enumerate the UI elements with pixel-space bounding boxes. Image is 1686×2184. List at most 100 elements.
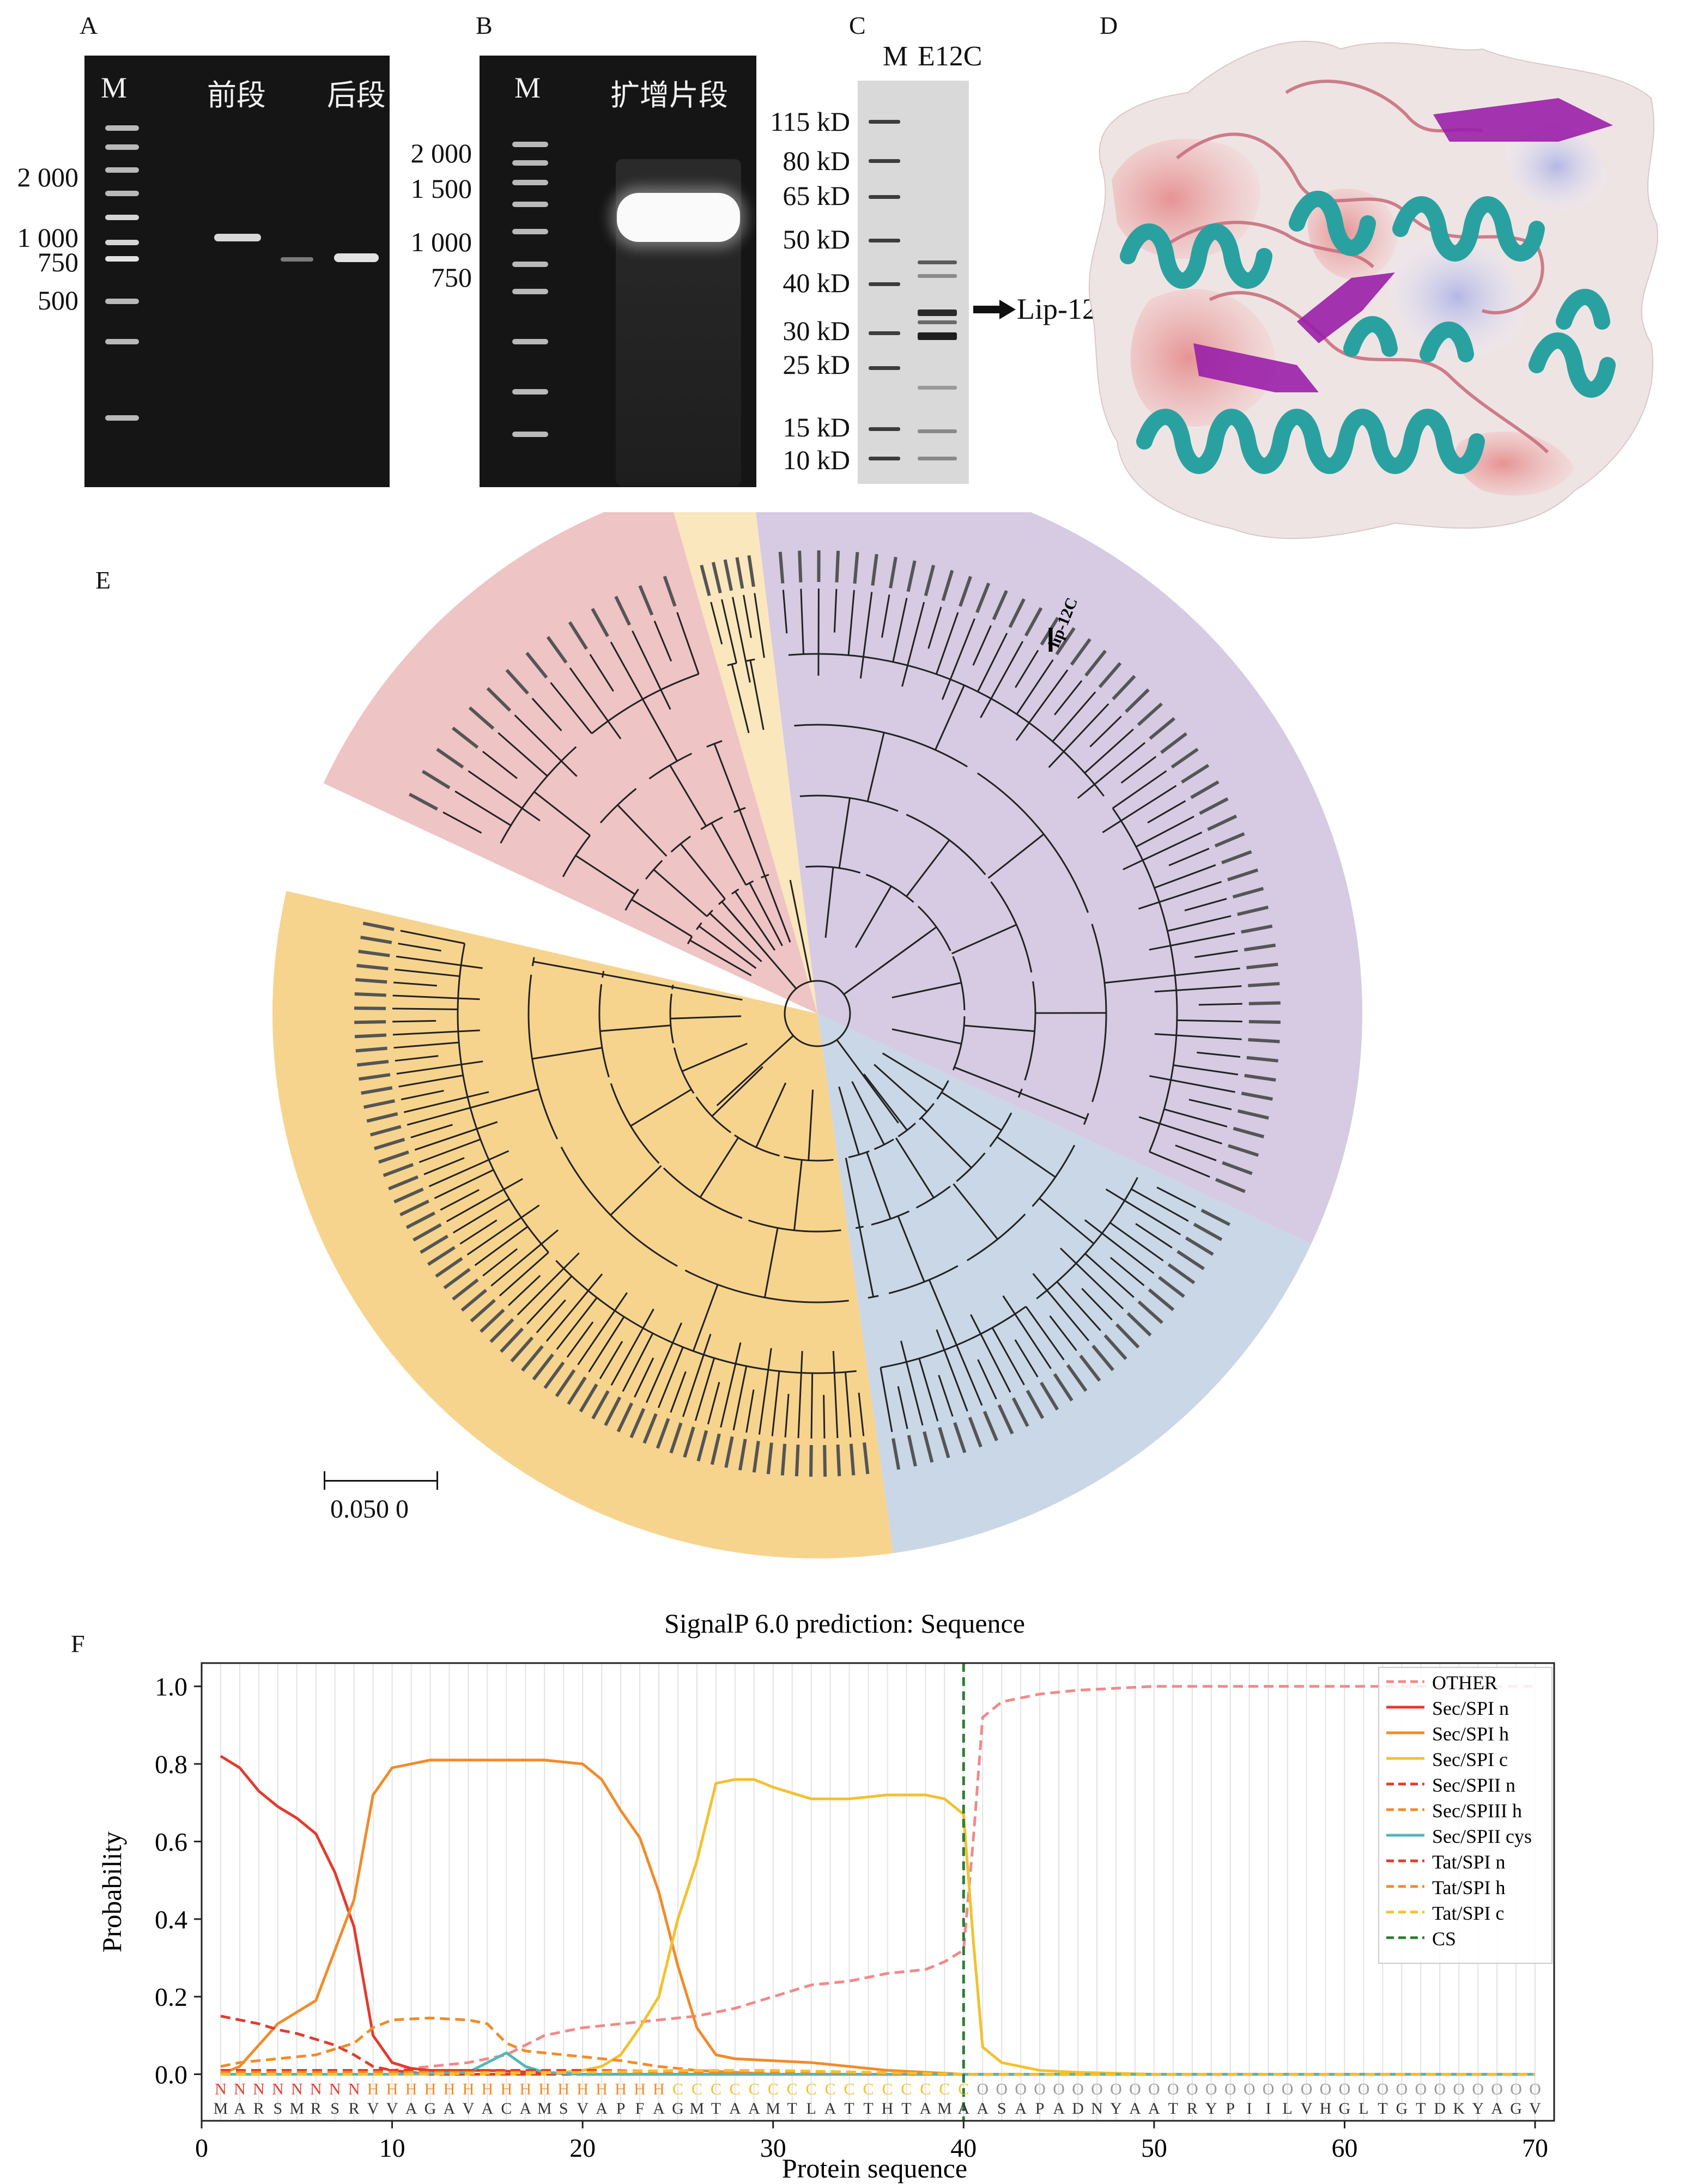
tree-branch — [1016, 659, 1054, 715]
leaf-label-mark — [906, 560, 917, 592]
tree-branch — [1156, 1186, 1196, 1208]
leaf-label-mark — [656, 1418, 670, 1449]
region-letter: O — [1034, 2080, 1046, 2098]
tree-branch — [824, 867, 834, 938]
region-letter: O — [1148, 2080, 1160, 2098]
region-letter: O — [1491, 2080, 1503, 2098]
tree-branch — [682, 1042, 748, 1072]
leaf-label-mark — [567, 1376, 587, 1405]
region-letter: O — [1358, 2080, 1370, 2098]
tree-branch — [452, 1198, 510, 1234]
protein-band — [918, 429, 957, 433]
leaf-label-mark — [1221, 850, 1252, 865]
ladder-band — [512, 289, 548, 294]
tree-branch — [928, 1279, 957, 1346]
leaf-label-mark — [355, 1046, 387, 1053]
sequence-letter: T — [711, 2100, 721, 2118]
tree-branch — [1168, 847, 1210, 866]
phylogenetic-tree: lip-12C — [0, 469, 1686, 1575]
tree-branch — [1184, 897, 1227, 912]
tree-branch — [721, 599, 737, 664]
leaf-label-mark — [700, 565, 711, 596]
sequence-letter: A — [824, 2100, 836, 2118]
tree-branch — [631, 899, 693, 938]
tree-branch — [1163, 1108, 1228, 1127]
leaf-label-mark — [1084, 650, 1107, 677]
region-letter: O — [1529, 2080, 1541, 2098]
tree-branch — [1059, 1247, 1124, 1309]
tree-branch — [832, 1351, 839, 1439]
leaf-label-mark — [735, 557, 744, 589]
region-letter: O — [1263, 2080, 1275, 2098]
leaf-label-mark — [747, 555, 755, 587]
region-letter: O — [977, 2080, 988, 2098]
dna-band-faint — [281, 257, 313, 262]
tree-branch — [423, 1157, 465, 1175]
tree-branch — [1147, 800, 1186, 824]
tree-branch — [716, 1035, 794, 1107]
region-letter: O — [1072, 2080, 1084, 2098]
tree-branch — [670, 1371, 687, 1413]
tree-branch — [897, 1216, 925, 1282]
tree-branch — [1173, 1064, 1239, 1076]
tree-branch — [866, 732, 885, 802]
ladder-band — [512, 262, 548, 267]
leaf-label-mark — [923, 1431, 934, 1463]
region-letter: N — [234, 2080, 246, 2098]
sequence-letter: V — [1529, 2100, 1541, 2118]
leaf-label-mark — [1160, 732, 1187, 754]
tree-branch — [1110, 1257, 1145, 1287]
tree-branch — [901, 602, 925, 687]
tree-branch — [858, 1227, 875, 1297]
sequence-letter: A — [482, 2100, 494, 2118]
marker-band — [869, 120, 900, 124]
ladder-band — [512, 432, 548, 437]
leaf-label-mark — [863, 1442, 870, 1475]
sequence-letter: S — [330, 2100, 339, 2118]
sequence-letter: M — [766, 2100, 780, 2118]
leaf-label-mark — [1158, 1276, 1185, 1298]
tree-branch — [1109, 1222, 1164, 1261]
leaf-label-mark — [468, 706, 495, 730]
tree-branch — [1131, 1188, 1189, 1222]
tree-branch — [1112, 770, 1167, 809]
tree-branch — [1167, 915, 1232, 932]
tree-branch — [966, 1214, 1026, 1261]
leaf-label-mark — [378, 1150, 409, 1164]
tree-branch — [395, 1055, 439, 1062]
y-axis-label: Probability — [96, 1831, 127, 1952]
leaf-label-mark — [642, 1413, 658, 1444]
leaf-label-mark — [546, 636, 568, 664]
tree-branch — [745, 1389, 755, 1433]
leaf-label-mark — [616, 1402, 634, 1433]
leaf-label-mark — [1167, 1263, 1196, 1284]
size-label: 40 kD — [783, 268, 850, 298]
tree-branch — [892, 598, 908, 663]
tree-branch — [888, 1265, 959, 1294]
tree-branch — [710, 602, 723, 645]
legend-label: CS — [1432, 1928, 1456, 1950]
tree-branch — [400, 930, 465, 944]
leaf-label-mark — [1248, 1038, 1280, 1044]
leaf-label-mark — [359, 1073, 391, 1081]
sequence-letter: H — [1320, 2100, 1332, 2118]
sequence-letter: Y — [1472, 2100, 1484, 2118]
tree-branch — [938, 1375, 954, 1417]
leaf-label-mark — [1200, 1209, 1230, 1227]
ladder-band — [512, 160, 548, 166]
region-letter: N — [272, 2080, 284, 2098]
clade-wedge — [817, 1014, 1312, 1554]
region-letter: C — [749, 2080, 760, 2098]
leaf-label-mark — [1039, 1381, 1059, 1411]
tree-branch — [1188, 1099, 1232, 1111]
leaf-label-mark — [452, 1278, 479, 1301]
tree-branch — [738, 809, 766, 877]
tree-branch — [833, 589, 838, 633]
signalp-chart: SignalP 6.0 prediction: Sequence 0 10 20 30… — [96, 1608, 1555, 2183]
leaf-label-mark — [354, 992, 386, 997]
region-letter: C — [806, 2080, 817, 2098]
region-letter: H — [519, 2080, 531, 2098]
lane-label-marker: M — [101, 71, 128, 104]
size-label: 2 000 — [17, 162, 79, 192]
tree-branch — [653, 869, 708, 917]
